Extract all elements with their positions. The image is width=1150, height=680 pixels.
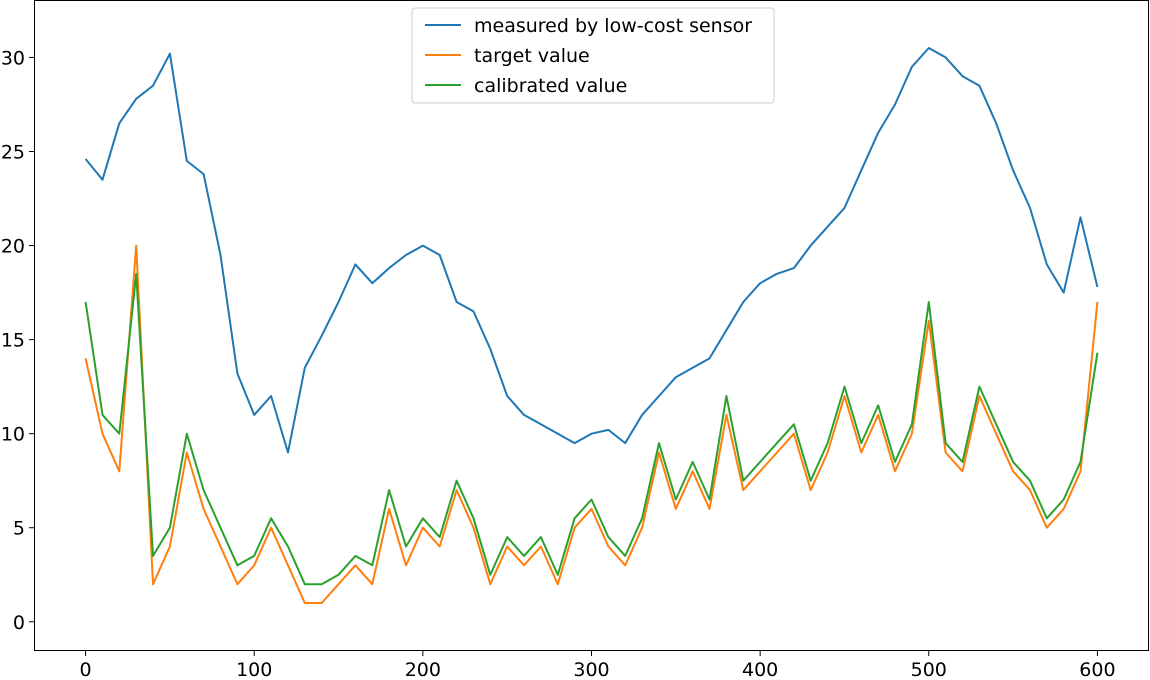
y-tick-label: 30 [1,47,25,69]
series-line-0 [84,47,1099,454]
y-axis: 0 5 10 15 20 25 30 [1,47,35,634]
legend-frame [411,7,775,104]
y-tick-label: 20 [1,236,25,258]
series-line-2 [84,272,1099,586]
series-line-1 [84,244,1099,604]
legend-label-target: target value [474,45,590,67]
y-tick-label: 10 [1,424,25,446]
x-tick-label: 300 [573,659,609,680]
legend: measured by low-cost sensor target value… [411,7,775,104]
legend-label-calibrated: calibrated value [474,75,627,97]
x-tick-label: 400 [742,659,778,680]
plot-lines [84,47,1099,604]
y-tick-label: 25 [1,141,25,163]
x-axis: 0 100 200 300 400 500 600 [80,650,1116,680]
y-tick-label: 5 [13,518,25,540]
x-tick-label: 0 [80,659,92,680]
y-tick-label: 15 [1,330,25,352]
x-tick-label: 100 [236,659,272,680]
legend-label-measured: measured by low-cost sensor [474,15,752,37]
x-tick-label: 600 [1079,659,1115,680]
x-tick-label: 200 [405,659,441,680]
y-tick-label: 0 [13,612,25,634]
x-tick-label: 500 [911,659,947,680]
